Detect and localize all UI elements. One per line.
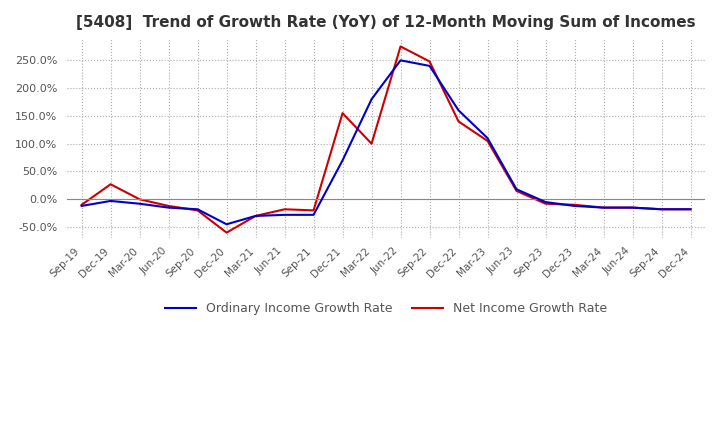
Net Income Growth Rate — [222, 230, 231, 235]
Net Income Growth Rate — [426, 59, 434, 64]
Net Income Growth Rate — [77, 202, 86, 208]
Ordinary Income Growth Rate — [599, 205, 608, 210]
Line: Ordinary Income Growth Rate: Ordinary Income Growth Rate — [81, 60, 690, 224]
Net Income Growth Rate — [193, 208, 202, 213]
Ordinary Income Growth Rate — [251, 213, 260, 219]
Net Income Growth Rate — [135, 197, 144, 202]
Ordinary Income Growth Rate — [193, 207, 202, 212]
Net Income Growth Rate — [280, 207, 289, 212]
Ordinary Income Growth Rate — [222, 222, 231, 227]
Line: Net Income Growth Rate: Net Income Growth Rate — [81, 47, 690, 233]
Ordinary Income Growth Rate — [657, 207, 666, 212]
Ordinary Income Growth Rate — [309, 212, 318, 217]
Ordinary Income Growth Rate — [628, 205, 636, 210]
Net Income Growth Rate — [541, 201, 550, 206]
Title: [5408]  Trend of Growth Rate (YoY) of 12-Month Moving Sum of Incomes: [5408] Trend of Growth Rate (YoY) of 12-… — [76, 15, 696, 30]
Net Income Growth Rate — [367, 141, 376, 147]
Ordinary Income Growth Rate — [570, 203, 579, 209]
Net Income Growth Rate — [107, 182, 115, 187]
Ordinary Income Growth Rate — [367, 97, 376, 102]
Net Income Growth Rate — [164, 203, 173, 209]
Ordinary Income Growth Rate — [686, 207, 695, 212]
Ordinary Income Growth Rate — [483, 136, 492, 141]
Ordinary Income Growth Rate — [135, 201, 144, 206]
Net Income Growth Rate — [483, 138, 492, 143]
Ordinary Income Growth Rate — [280, 212, 289, 217]
Net Income Growth Rate — [657, 207, 666, 212]
Ordinary Income Growth Rate — [512, 187, 521, 192]
Net Income Growth Rate — [628, 205, 636, 210]
Ordinary Income Growth Rate — [77, 203, 86, 209]
Ordinary Income Growth Rate — [338, 158, 347, 163]
Net Income Growth Rate — [396, 44, 405, 49]
Net Income Growth Rate — [309, 208, 318, 213]
Net Income Growth Rate — [512, 188, 521, 194]
Ordinary Income Growth Rate — [454, 108, 463, 113]
Net Income Growth Rate — [599, 205, 608, 210]
Ordinary Income Growth Rate — [107, 198, 115, 204]
Ordinary Income Growth Rate — [541, 199, 550, 205]
Net Income Growth Rate — [686, 207, 695, 212]
Net Income Growth Rate — [251, 213, 260, 219]
Ordinary Income Growth Rate — [164, 205, 173, 210]
Net Income Growth Rate — [570, 202, 579, 208]
Legend: Ordinary Income Growth Rate, Net Income Growth Rate: Ordinary Income Growth Rate, Net Income … — [160, 297, 612, 320]
Net Income Growth Rate — [338, 110, 347, 116]
Ordinary Income Growth Rate — [426, 63, 434, 69]
Net Income Growth Rate — [454, 119, 463, 124]
Ordinary Income Growth Rate — [396, 58, 405, 63]
